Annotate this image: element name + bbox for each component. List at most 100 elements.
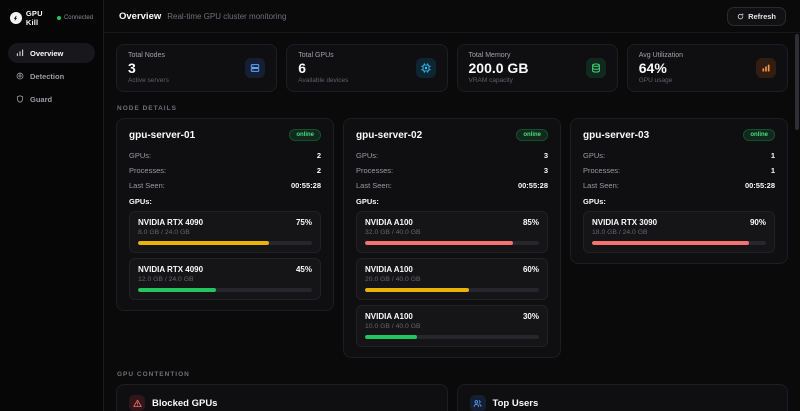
shield-icon (16, 95, 24, 103)
content: Total Nodes 3 Active servers Total GPUs … (104, 33, 800, 411)
users-icon (469, 395, 486, 411)
gpu-name: NVIDIA RTX 4090 (138, 218, 204, 227)
alert-triangle-icon (129, 395, 145, 411)
gpu-memory-value: 18.0 GB / 24.0 GB (592, 229, 648, 236)
radar-icon (16, 72, 24, 80)
stat-value: 3 (128, 59, 136, 76)
sidebar-item-detection[interactable]: Detection (8, 66, 95, 86)
gpu-utilization-value: 60% (522, 265, 539, 274)
stats-row: Total Nodes 3 Active servers Total GPUs … (116, 44, 788, 92)
scrollbar-thumb[interactable] (795, 34, 799, 130)
gpu-list-label: GPUs: (129, 197, 152, 206)
gpu-row: NVIDIA A100 60% 20.0 GB / 40.0 GB (356, 258, 548, 300)
last-seen-value: 00:55:28 (744, 181, 775, 190)
status-badge: online (516, 129, 548, 141)
gpu-utilization-value: 45% (295, 265, 312, 274)
gpu-row: NVIDIA RTX 4090 45% 12.0 GB / 24.0 GB (129, 258, 321, 300)
stat-value: 200.0 GB (468, 59, 529, 76)
gpu-name: NVIDIA A100 (365, 312, 413, 321)
gpu-memory-value: 10.0 GB / 40.0 GB (365, 323, 421, 330)
gpu-memory-value: 8.0 GB / 24.0 GB (138, 229, 190, 236)
stat-card-total-memory: Total Memory 200.0 GB VRAM capacity (456, 44, 618, 92)
sidebar-item-guard[interactable]: Guard (8, 89, 95, 109)
node-name: gpu-server-02 (356, 129, 423, 141)
stat-label: Total Memory (468, 51, 511, 59)
gpus-count-value: 3 (543, 151, 548, 160)
sidebar-header: GPU Kill Connected (8, 9, 95, 37)
node-card-gpu-server-03: gpu-server-03 online GPUs: 1 Processes: 1 … (570, 118, 788, 264)
gpu-name: NVIDIA RTX 4090 (138, 265, 204, 274)
last-seen-label: Last Seen: (356, 181, 392, 190)
gpu-list-label: GPUs: (356, 197, 379, 206)
gpus-count-label: GPUs: (129, 151, 152, 160)
gpu-kill-logo-icon (10, 12, 22, 24)
connected-dot-icon (56, 16, 61, 20)
stat-sublabel: Active servers (128, 77, 169, 85)
top-users-title: Top Users (492, 397, 539, 409)
main-area: Overview Real-time GPU cluster monitorin… (104, 0, 800, 411)
gpus-count-label: GPUs: (583, 151, 606, 160)
stat-label: Avg Utilization (638, 51, 683, 59)
last-seen-value: 00:55:28 (290, 181, 321, 190)
utilization-bar-fill (365, 241, 513, 245)
stat-sublabel: Available devices (298, 77, 349, 85)
last-seen-label: Last Seen: (583, 181, 619, 190)
connection-status-label: Connected (63, 15, 93, 21)
utilization-bar-track (365, 288, 539, 292)
gpu-memory-value: 20.0 GB / 40.0 GB (365, 276, 421, 283)
gpu-memory-value: 12.0 GB / 24.0 GB (138, 276, 194, 283)
status-badge: online (289, 129, 321, 141)
gpu-row: NVIDIA RTX 3090 90% 18.0 GB / 24.0 GB (583, 211, 775, 253)
last-seen-value: 00:55:28 (517, 181, 548, 190)
gpu-utilization-value: 85% (522, 218, 539, 227)
utilization-bar-track (365, 241, 539, 245)
sidebar: GPU Kill Connected Overview Detection Gu… (0, 0, 104, 411)
gpu-name: NVIDIA RTX 3090 (592, 218, 658, 227)
stat-card-avg-utilization: Avg Utilization 64% GPU usage (626, 44, 788, 92)
refresh-button[interactable]: Refresh (727, 6, 786, 26)
sidebar-nav: Overview Detection Guard (8, 43, 95, 109)
sidebar-item-label: Overview (30, 48, 64, 58)
last-seen-label: Last Seen: (129, 181, 165, 190)
stat-card-total-gpus: Total GPUs 6 Available devices (286, 44, 448, 92)
processes-label: Processes: (356, 166, 394, 175)
utilization-bar-track (592, 241, 766, 245)
gpu-chip-icon (415, 58, 436, 78)
bar-chart-icon (16, 49, 24, 57)
sidebar-item-label: Detection (30, 71, 65, 81)
refresh-label: Refresh (748, 11, 776, 21)
database-icon (585, 58, 606, 78)
node-cards-row: gpu-server-01 online GPUs: 2 Processes: 2 … (116, 118, 788, 358)
app-logo: GPU Kill (10, 9, 57, 27)
status-badge: online (743, 129, 775, 141)
stat-label: Total Nodes (128, 51, 165, 59)
gpu-utilization-value: 90% (749, 218, 766, 227)
server-icon (245, 58, 266, 78)
stat-value: 6 (298, 59, 307, 76)
sidebar-item-overview[interactable]: Overview (8, 43, 95, 63)
utilization-bar-fill (365, 335, 418, 339)
blocked-gpus-panel: Blocked GPUs NVIDIA RTX 3090 (node-003) … (116, 384, 448, 411)
stat-sublabel: GPU usage (638, 77, 673, 85)
gpu-contention-section-label: GPU CONTENTION (117, 371, 190, 378)
node-name: gpu-server-03 (583, 129, 650, 141)
node-card-gpu-server-02: gpu-server-02 online GPUs: 3 Processes: 3 … (343, 118, 561, 358)
utilization-bar-track (138, 288, 312, 292)
processes-value: 1 (770, 166, 775, 175)
page-header: Overview Real-time GPU cluster monitorin… (104, 0, 800, 33)
gpu-utilization-value: 30% (522, 312, 539, 321)
scrollbar[interactable] (795, 0, 799, 411)
gpu-row: NVIDIA A100 85% 32.0 GB / 40.0 GB (356, 211, 548, 253)
gpu-name: NVIDIA A100 (365, 265, 413, 274)
sidebar-item-label: Guard (30, 94, 53, 104)
node-details-section-label: NODE DETAILS (117, 105, 177, 112)
gpu-row: NVIDIA RTX 4090 75% 8.0 GB / 24.0 GB (129, 211, 321, 253)
processes-label: Processes: (129, 166, 167, 175)
node-card-gpu-server-01: gpu-server-01 online GPUs: 2 Processes: 2 … (116, 118, 334, 311)
top-users-panel: Top Users 1 charlie 85% (456, 384, 788, 411)
utilization-bar-fill (138, 288, 217, 292)
stat-card-total-nodes: Total Nodes 3 Active servers (116, 44, 278, 92)
utilization-bar-fill (138, 241, 269, 245)
utilization-bar-fill (365, 288, 470, 292)
